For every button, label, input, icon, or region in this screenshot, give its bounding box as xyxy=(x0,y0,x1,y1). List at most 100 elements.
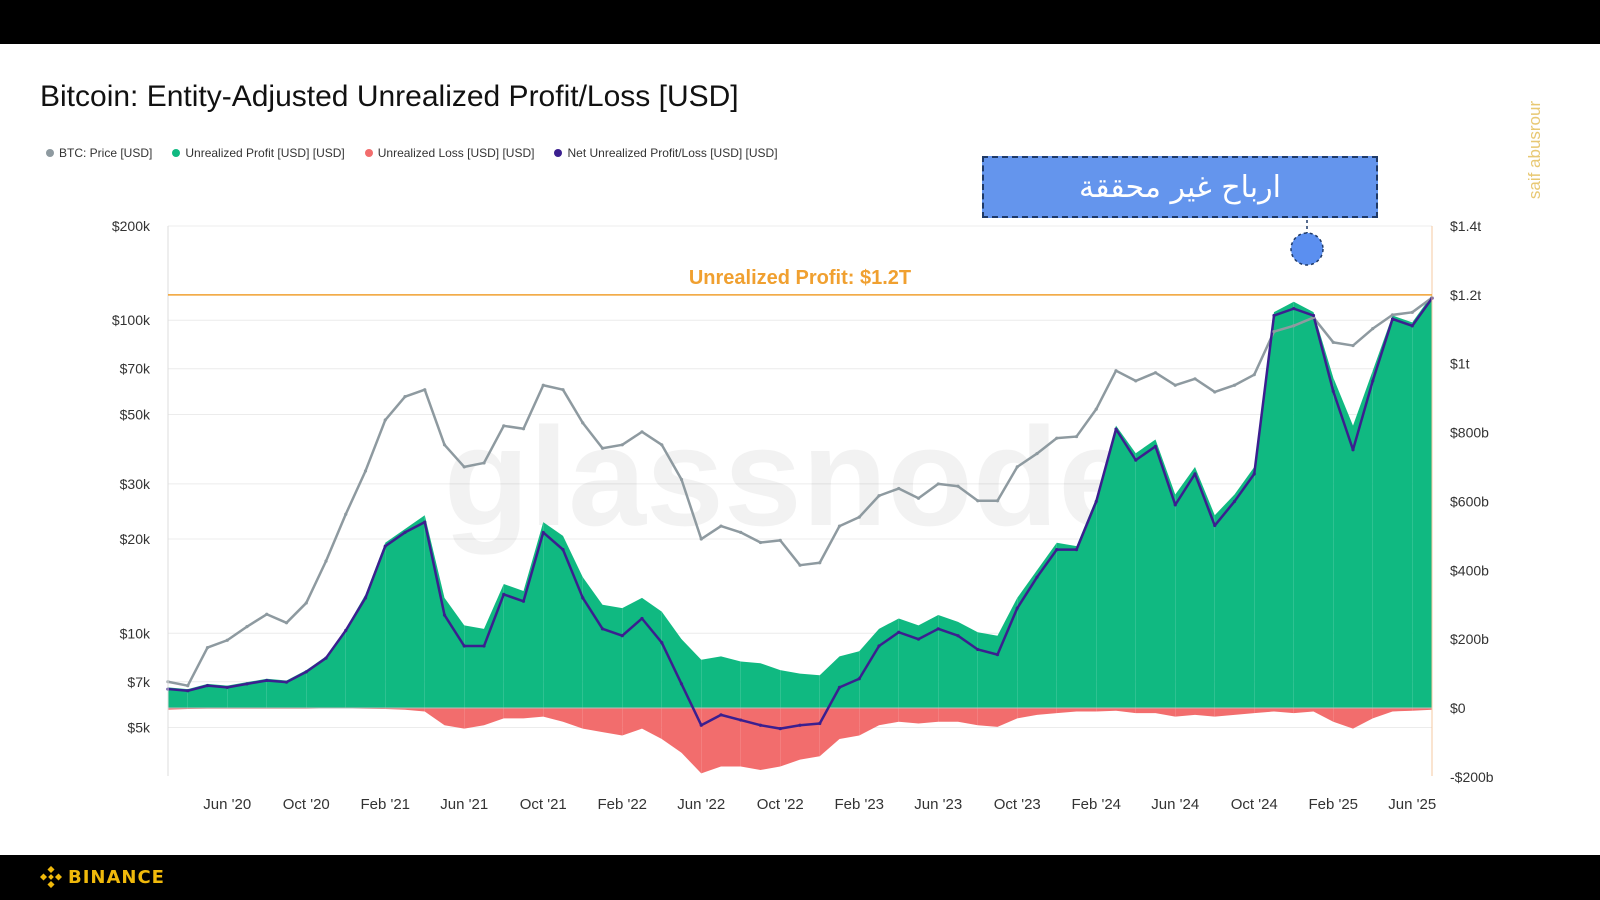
unrealized-loss-area-segment xyxy=(168,708,188,710)
unrealized-loss-area-segment xyxy=(681,708,702,774)
legend-dot-price xyxy=(46,149,54,157)
net-unrealized-point xyxy=(442,613,447,617)
btc-price-point xyxy=(1252,373,1256,377)
unrealized-loss-area-segment xyxy=(306,708,326,709)
legend-item-price[interactable]: BTC: Price [USD] xyxy=(46,146,152,160)
unrealized-loss-area-segment xyxy=(938,708,958,722)
legend-item-net-unrealized[interactable]: Net Unrealized Profit/Loss [USD] [USD] xyxy=(554,146,778,160)
net-unrealized-point xyxy=(284,680,289,684)
net-unrealized-point xyxy=(877,644,881,648)
unrealized-profit-area-segment xyxy=(1372,315,1393,708)
unrealized-profit-area-segment xyxy=(563,535,583,708)
threshold-label: Unrealized Profit: $1.2T xyxy=(689,267,911,289)
unrealized-profit-area-segment xyxy=(780,670,800,708)
unrealized-loss-area-segment xyxy=(1313,708,1334,722)
unrealized-loss-area-segment xyxy=(385,708,405,710)
btc-price-point xyxy=(699,537,703,541)
unrealized-profit-area-segment xyxy=(977,632,998,708)
btc-price-point xyxy=(640,430,644,434)
unrealized-loss-area-segment xyxy=(424,708,445,726)
unrealized-loss-area-segment xyxy=(523,708,544,719)
btc-price-point xyxy=(166,680,170,684)
net-unrealized-point xyxy=(482,644,486,648)
net-unrealized-point xyxy=(837,685,842,689)
net-unrealized-point xyxy=(1094,499,1098,504)
x-tick-label: Oct '23 xyxy=(994,796,1041,813)
unrealized-profit-area-segment xyxy=(503,584,524,708)
unrealized-loss-area-segment xyxy=(1017,708,1037,719)
unrealized-loss-area-segment xyxy=(1116,708,1136,714)
unrealized-loss-area-segment xyxy=(1135,708,1156,714)
unrealized-profit-area-segment xyxy=(681,639,702,708)
legend-item-unrealized-loss[interactable]: Unrealized Loss [USD] [USD] xyxy=(364,146,535,160)
unrealized-loss-area-segment xyxy=(207,708,228,709)
unrealized-profit-area-segment xyxy=(1254,312,1274,708)
unrealized-profit-area-segment xyxy=(661,611,682,708)
btc-price-point xyxy=(383,418,387,422)
unrealized-loss-area-segment xyxy=(187,708,208,710)
binance-diamond-icon xyxy=(40,866,62,888)
unrealized-profit-area-segment xyxy=(760,663,781,708)
unrealized-loss-area-segment xyxy=(977,708,998,727)
legend-dot-net-unrealized xyxy=(554,149,563,157)
x-tick-label: Jun '24 xyxy=(1151,796,1199,813)
unrealized-loss-area-segment xyxy=(1372,708,1393,719)
unrealized-profit-area-segment xyxy=(740,661,761,708)
legend-item-unrealized-profit[interactable]: Unrealized Profit [USD] [USD] xyxy=(172,146,345,160)
btc-price-point xyxy=(758,540,763,545)
net-unrealized-point xyxy=(1035,575,1039,579)
btc-price-point xyxy=(1114,369,1118,373)
x-tick-label: Jun '23 xyxy=(914,796,962,813)
btc-price-point xyxy=(502,424,506,428)
unrealized-profit-area-segment xyxy=(1096,425,1116,708)
unrealized-profit-area-segment xyxy=(1135,439,1156,708)
btc-price-point xyxy=(600,446,605,450)
x-tick-label: Oct '20 xyxy=(283,796,330,813)
net-unrealized-point xyxy=(1114,427,1118,431)
net-unrealized-point xyxy=(1213,523,1217,528)
unrealized-profit-area-segment xyxy=(721,656,741,708)
unrealized-loss-area-segment xyxy=(405,708,425,712)
net-unrealized-point xyxy=(956,634,960,638)
axes-layer: $5k $7k $10k $20k $30k $50k $70k $100k $200k -$20… xyxy=(112,218,1494,813)
btc-price-point xyxy=(541,383,545,387)
btc-price-point xyxy=(186,684,190,688)
net-unrealized-point xyxy=(1430,296,1434,300)
unrealized-profit-area-segment xyxy=(1214,494,1235,708)
net-unrealized-point xyxy=(581,596,585,600)
unrealized-loss-area-segment xyxy=(1234,708,1255,715)
btc-price-point xyxy=(956,484,960,488)
unrealized-profit-area-segment xyxy=(187,683,208,708)
unrealized-loss-area-segment xyxy=(898,708,919,724)
y-right-tick-label: -$200b xyxy=(1450,769,1494,785)
unrealized-loss-area-segment xyxy=(859,708,879,736)
y-left-tick-label: $50k xyxy=(120,406,151,422)
net-unrealized-point xyxy=(1410,324,1414,328)
btc-price-point xyxy=(916,496,921,500)
unrealized-profit-area-segment xyxy=(622,597,642,708)
net-unrealized-point xyxy=(660,640,664,645)
net-unrealized-point xyxy=(620,634,624,638)
unrealized-profit-area-segment xyxy=(444,597,465,708)
legend-label-unrealized-loss: Unrealized Loss [USD] [USD] xyxy=(377,146,535,160)
btc-price-point xyxy=(1292,324,1296,328)
chart-title: Bitcoin: Entity-Adjusted Unrealized Prof… xyxy=(40,80,739,113)
btc-price-point xyxy=(1055,436,1059,440)
btc-price-point xyxy=(1035,451,1039,456)
unrealized-profit-area-segment xyxy=(385,528,405,708)
net-unrealized-point xyxy=(205,684,210,688)
net-unrealized-point xyxy=(897,630,901,634)
btc-price-point xyxy=(976,499,980,503)
x-tick-label: Jun '22 xyxy=(677,796,725,813)
x-tick-label: Jun '20 xyxy=(203,796,251,813)
net-unrealized-point xyxy=(561,548,565,552)
unrealized-profit-area-segment xyxy=(365,542,386,708)
btc-price-point xyxy=(265,612,269,616)
legend-label-net-unrealized: Net Unrealized Profit/Loss [USD] [USD] xyxy=(567,146,778,160)
net-unrealized-point xyxy=(1292,307,1296,311)
net-unrealized-point xyxy=(521,599,526,603)
btc-price-point xyxy=(857,515,861,519)
btc-price-point xyxy=(1094,407,1098,411)
net-unrealized-point xyxy=(1351,448,1355,452)
glassnode-watermark: glassnode xyxy=(444,398,1136,555)
